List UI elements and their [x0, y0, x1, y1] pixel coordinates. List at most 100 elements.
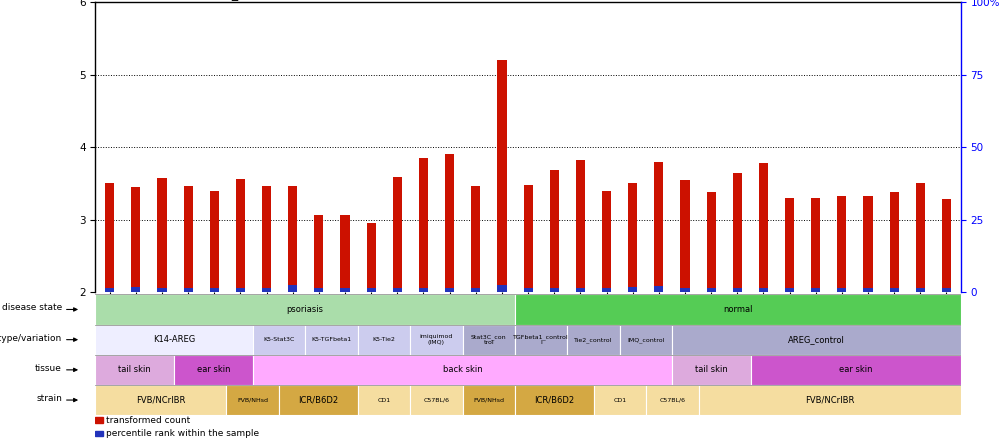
- FancyBboxPatch shape: [279, 385, 358, 415]
- Text: IMQ_control: IMQ_control: [627, 337, 664, 342]
- Text: CD1: CD1: [612, 397, 626, 403]
- Bar: [915, 288, 924, 292]
- FancyBboxPatch shape: [95, 385, 226, 415]
- FancyBboxPatch shape: [645, 385, 697, 415]
- Bar: [419, 158, 428, 292]
- Bar: [863, 197, 872, 292]
- Text: strain: strain: [36, 394, 62, 403]
- Text: tail skin: tail skin: [118, 365, 151, 374]
- Text: transformed count: transformed count: [106, 416, 190, 425]
- Bar: [679, 288, 688, 292]
- Text: genotype/variation: genotype/variation: [0, 333, 62, 343]
- Text: ear skin: ear skin: [196, 365, 229, 374]
- Bar: [523, 185, 532, 292]
- Bar: [367, 223, 376, 292]
- Bar: [262, 186, 271, 292]
- Bar: [759, 288, 768, 292]
- Bar: [549, 288, 558, 292]
- Text: K5-Tie2: K5-Tie2: [372, 337, 395, 342]
- Bar: [497, 285, 506, 292]
- Bar: [863, 288, 872, 292]
- Bar: [705, 288, 715, 292]
- Bar: [941, 199, 950, 292]
- Text: CD1: CD1: [377, 397, 390, 403]
- Text: K5-Stat3C: K5-Stat3C: [263, 337, 295, 342]
- Bar: [471, 288, 480, 292]
- FancyBboxPatch shape: [95, 325, 253, 355]
- Bar: [653, 286, 662, 292]
- Text: back skin: back skin: [442, 365, 482, 374]
- Text: imiquimod
(IMQ): imiquimod (IMQ): [419, 334, 453, 345]
- Bar: [209, 190, 218, 292]
- Text: normal: normal: [722, 305, 752, 314]
- Text: ICR/B6D2: ICR/B6D2: [534, 396, 574, 404]
- FancyBboxPatch shape: [358, 385, 410, 415]
- FancyBboxPatch shape: [95, 355, 173, 385]
- Bar: [235, 179, 244, 292]
- Bar: [419, 288, 428, 292]
- FancyBboxPatch shape: [462, 385, 514, 415]
- Bar: [209, 288, 218, 292]
- FancyBboxPatch shape: [514, 385, 593, 415]
- FancyBboxPatch shape: [226, 385, 279, 415]
- Bar: [288, 186, 297, 292]
- Bar: [131, 187, 140, 292]
- Text: psoriasis: psoriasis: [287, 305, 324, 314]
- Bar: [811, 198, 820, 292]
- Text: K14-AREG: K14-AREG: [152, 335, 195, 344]
- Text: FVB/NHsd: FVB/NHsd: [236, 397, 268, 403]
- Bar: [549, 170, 558, 292]
- Text: C57BL/6: C57BL/6: [423, 397, 449, 403]
- Bar: [393, 177, 402, 292]
- Bar: [732, 288, 741, 292]
- Text: ear skin: ear skin: [839, 365, 872, 374]
- FancyBboxPatch shape: [514, 325, 567, 355]
- FancyBboxPatch shape: [619, 325, 671, 355]
- Text: TGFbeta1_control
l: TGFbeta1_control l: [513, 334, 568, 345]
- Bar: [445, 155, 454, 292]
- Text: FVB/NHsd: FVB/NHsd: [473, 397, 504, 403]
- Bar: [785, 288, 794, 292]
- Bar: [915, 183, 924, 292]
- Bar: [837, 197, 846, 292]
- Bar: [393, 288, 402, 292]
- Text: K5-TGFbeta1: K5-TGFbeta1: [311, 337, 351, 342]
- FancyBboxPatch shape: [358, 325, 410, 355]
- Bar: [95, 417, 103, 423]
- Bar: [627, 287, 636, 292]
- Bar: [811, 288, 820, 292]
- Text: tail skin: tail skin: [694, 365, 727, 374]
- Text: FVB/NCrIBR: FVB/NCrIBR: [805, 396, 854, 404]
- Bar: [183, 186, 192, 292]
- FancyBboxPatch shape: [410, 325, 462, 355]
- Bar: [785, 198, 794, 292]
- Bar: [705, 192, 715, 292]
- Bar: [889, 192, 898, 292]
- Bar: [288, 285, 297, 292]
- Bar: [759, 163, 768, 292]
- FancyBboxPatch shape: [95, 294, 514, 325]
- Bar: [314, 288, 323, 292]
- Bar: [941, 288, 950, 292]
- Text: FVB/NCrIBR: FVB/NCrIBR: [136, 396, 185, 404]
- Bar: [523, 288, 532, 292]
- Bar: [497, 60, 506, 292]
- Text: AREG_control: AREG_control: [788, 335, 845, 344]
- FancyBboxPatch shape: [173, 355, 253, 385]
- Bar: [235, 288, 244, 292]
- Text: ICR/B6D2: ICR/B6D2: [298, 396, 338, 404]
- Bar: [314, 215, 323, 292]
- Text: disease state: disease state: [2, 303, 62, 313]
- Bar: [105, 288, 114, 292]
- Text: percentile rank within the sample: percentile rank within the sample: [106, 429, 259, 438]
- Bar: [157, 178, 166, 292]
- Bar: [837, 288, 846, 292]
- Bar: [889, 288, 898, 292]
- FancyBboxPatch shape: [253, 355, 671, 385]
- Bar: [95, 431, 103, 436]
- FancyBboxPatch shape: [305, 325, 358, 355]
- Bar: [679, 180, 688, 292]
- FancyBboxPatch shape: [514, 294, 960, 325]
- Bar: [471, 186, 480, 292]
- Bar: [601, 190, 610, 292]
